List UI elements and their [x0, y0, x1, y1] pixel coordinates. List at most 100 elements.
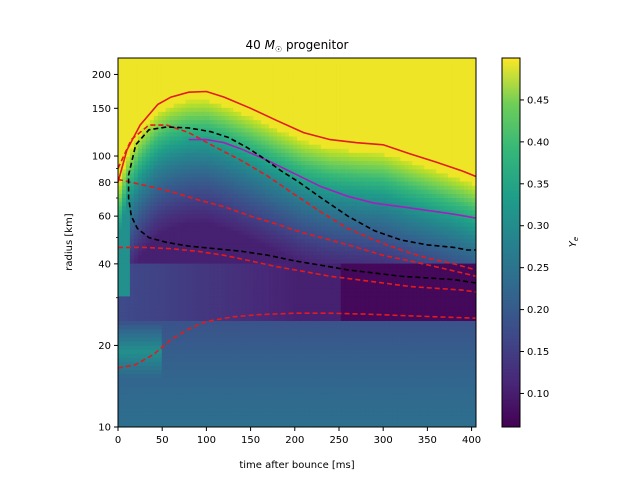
heatmap-cell	[328, 365, 334, 371]
heatmap-cell	[332, 308, 338, 313]
heatmap-cell	[153, 267, 159, 272]
heatmap-cell	[253, 250, 258, 256]
heatmap-cell	[173, 402, 179, 408]
heatmap-cell	[233, 283, 238, 289]
heatmap-cell	[129, 140, 135, 145]
heatmap-cell	[165, 299, 171, 305]
heatmap-cell	[253, 320, 258, 326]
heatmap-cell	[125, 279, 131, 285]
heatmap-cell	[185, 406, 191, 412]
heatmap-cell	[189, 164, 195, 170]
heatmap-cell	[133, 410, 139, 416]
heatmap-cell	[328, 181, 334, 186]
heatmap-cell	[173, 209, 179, 215]
heatmap-cell	[209, 422, 215, 427]
heatmap-cell	[173, 242, 179, 248]
heatmap-cell	[289, 94, 294, 100]
heatmap-cell	[257, 328, 262, 334]
heatmap-cell	[285, 222, 290, 227]
heatmap-cell	[324, 185, 330, 190]
heatmap-cell	[225, 418, 230, 424]
heatmap-cell	[273, 107, 278, 112]
heatmap-cell	[269, 144, 274, 149]
heatmap-cell	[137, 291, 143, 297]
heatmap-cell	[217, 168, 223, 174]
heatmap-cell	[245, 99, 250, 104]
heatmap-cell	[308, 103, 314, 108]
heatmap-cell	[193, 263, 199, 268]
heatmap-cell	[161, 291, 167, 297]
heatmap-cell	[165, 94, 171, 100]
heatmap-cell	[209, 131, 215, 137]
heatmap-cell	[169, 135, 175, 141]
heatmap-cell	[121, 181, 127, 186]
heatmap-cell	[153, 131, 159, 137]
heatmap-cell	[125, 148, 131, 153]
heatmap-cell	[189, 246, 195, 252]
heatmap-cell	[289, 349, 294, 354]
heatmap-cell	[308, 119, 314, 125]
heatmap-cell	[300, 168, 306, 174]
heatmap-cell	[229, 246, 234, 252]
heatmap-cell	[332, 267, 338, 272]
heatmap-cell	[209, 181, 215, 186]
heatmap-cell	[125, 78, 131, 84]
heatmap-cell	[141, 349, 147, 354]
heatmap-cell	[253, 94, 258, 100]
heatmap-cell	[141, 238, 147, 244]
heatmap-cell	[261, 312, 266, 317]
heatmap-cell	[297, 66, 302, 71]
heatmap-cell	[265, 279, 270, 285]
heatmap-cell	[336, 316, 342, 321]
heatmap-cell	[141, 394, 147, 399]
heatmap-cell	[293, 107, 298, 112]
heatmap-cell	[253, 291, 258, 297]
heatmap-cell	[169, 197, 175, 203]
heatmap-cell	[149, 410, 155, 416]
heatmap-cell	[237, 160, 242, 166]
heatmap-cell	[121, 349, 127, 354]
heatmap-cell	[320, 291, 326, 297]
heatmap-cell	[149, 148, 155, 153]
heatmap-cell	[225, 275, 230, 280]
heatmap-cell	[173, 304, 179, 309]
heatmap-cell	[233, 275, 238, 280]
heatmap-cell	[189, 312, 195, 317]
heatmap-cell	[165, 328, 171, 334]
heatmap-cell	[221, 349, 226, 354]
heatmap-cell	[193, 316, 199, 321]
heatmap-cell	[205, 181, 211, 186]
heatmap-cell	[141, 111, 147, 116]
heatmap-cell	[141, 148, 147, 153]
heatmap-cell	[332, 345, 338, 350]
heatmap-cell	[300, 205, 306, 211]
heatmap-cell	[328, 353, 334, 358]
heatmap-cell	[281, 201, 286, 207]
heatmap-cell	[261, 304, 266, 309]
heatmap-cell	[213, 115, 219, 121]
heatmap-cell	[324, 250, 330, 256]
heatmap-cell	[273, 144, 278, 149]
heatmap-cell	[181, 365, 187, 371]
heatmap-cell	[193, 185, 199, 190]
heatmap-cell	[137, 107, 143, 112]
heatmap-cell	[165, 62, 171, 67]
heatmap-cell	[193, 90, 199, 96]
heatmap-cell	[233, 381, 238, 387]
heatmap-cell	[169, 390, 175, 395]
heatmap-cell	[324, 275, 330, 280]
heatmap-cell	[285, 111, 290, 116]
heatmap-cell	[125, 295, 131, 301]
heatmap-cell	[217, 418, 223, 424]
heatmap-cell	[149, 135, 155, 141]
heatmap-cell	[261, 181, 266, 186]
heatmap-cell	[241, 320, 246, 326]
heatmap-cell	[177, 164, 183, 170]
heatmap-cell	[193, 164, 199, 170]
heatmap-cell	[289, 295, 294, 301]
heatmap-cell	[229, 217, 234, 223]
heatmap-cell	[269, 369, 274, 375]
heatmap-cell	[241, 176, 246, 182]
heatmap-cell	[297, 250, 302, 256]
heatmap-cell	[229, 209, 234, 215]
